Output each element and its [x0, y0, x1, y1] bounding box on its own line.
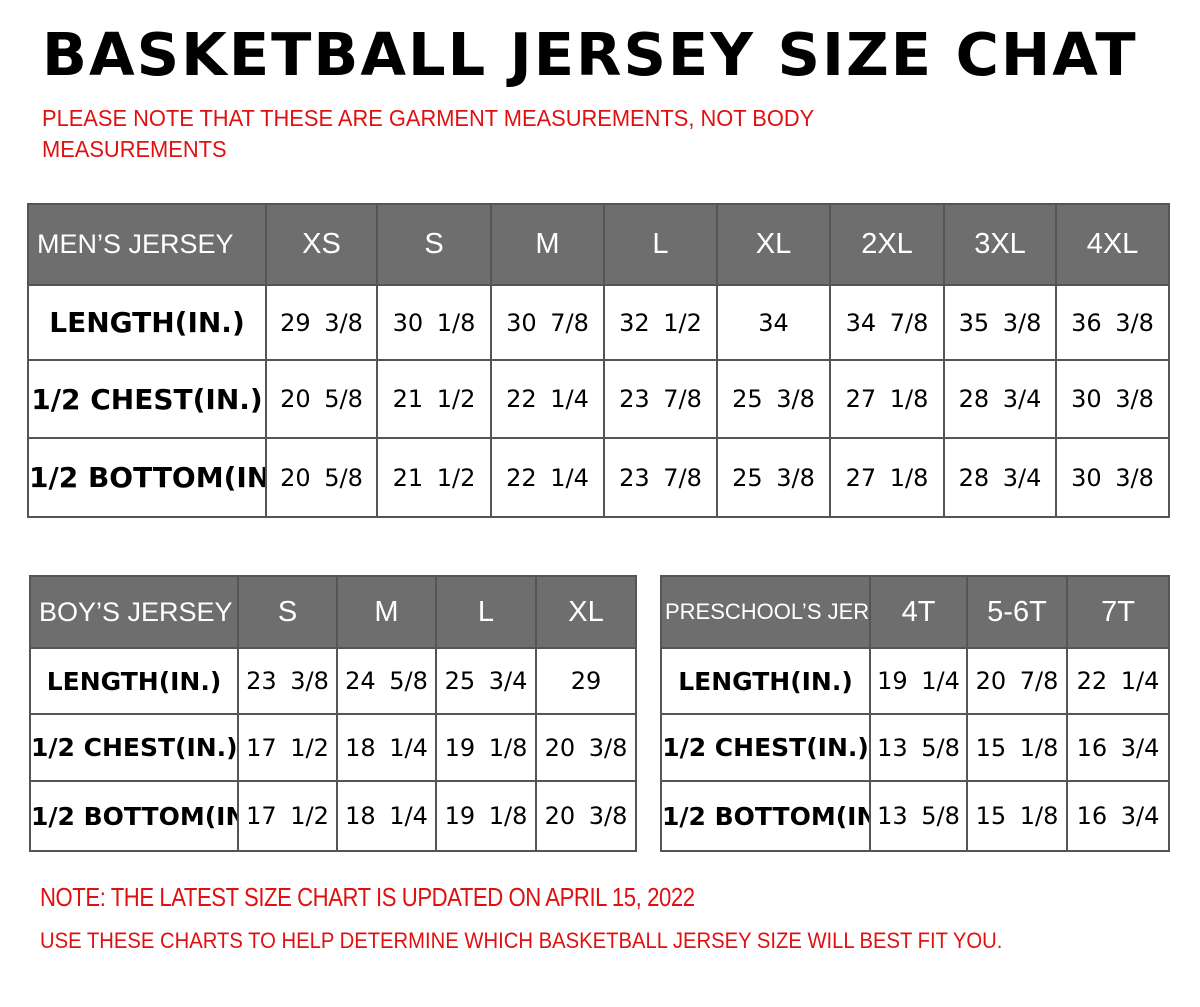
measurement-cell: 13 5/8 — [869, 713, 968, 782]
table-row: LENGTH(IN.) 23 3/8 24 5/8 25 3/4 29 — [29, 647, 637, 715]
table-row: LENGTH(IN.) 29 3/8 30 1/8 30 7/8 32 1/2 34 34 … — [27, 284, 1170, 361]
measurement-cell: 16 3/4 — [1066, 780, 1170, 852]
measurement-cell: 36 3/8 — [1055, 284, 1170, 361]
size-header: 4T — [869, 575, 968, 649]
size-header: L — [603, 203, 718, 286]
measurement-cell: 34 — [716, 284, 831, 361]
measurement-cell: 30 3/8 — [1055, 359, 1170, 439]
row-label: LENGTH(IN.) — [29, 647, 239, 715]
boys-size-table: BOY’S JERSEY S M L XL LENGTH(IN.) 23 3/8 24 5/8… — [29, 575, 637, 852]
table-row: 1/2 BOTTOM(IN.)20 5/821 1/222 1/423 7/82… — [27, 437, 1170, 518]
measurement-cell: 20 3/8 — [535, 713, 637, 782]
row-label: LENGTH(IN.) — [27, 284, 267, 361]
measurement-cell: 30 3/8 — [1055, 437, 1170, 518]
measurement-cell: 28 3/4 — [943, 437, 1057, 518]
measurement-cell: 25 3/8 — [716, 359, 831, 439]
size-header: 4XL — [1055, 203, 1170, 286]
measurement-cell: 18 1/4 — [336, 780, 437, 852]
measurement-cell: 29 — [535, 647, 637, 715]
measurement-cell: 25 3/4 — [435, 647, 537, 715]
measurement-cell: 23 3/8 — [237, 647, 338, 715]
measurement-cell: 27 1/8 — [829, 437, 945, 518]
measurement-cell: 22 1/4 — [1066, 647, 1170, 715]
row-label: 1/2 CHEST(IN.) — [27, 359, 267, 439]
header-row: BOY’S JERSEY S M L XL — [29, 575, 637, 649]
row-label: 1/2 BOTTOM(IN.) — [29, 780, 239, 852]
measurement-cell: 16 3/4 — [1066, 713, 1170, 782]
row-label: LENGTH(IN.) — [660, 647, 871, 715]
measurement-cell: 28 3/4 — [943, 359, 1057, 439]
size-header: XS — [265, 203, 378, 286]
measurement-cell: 23 7/8 — [603, 359, 718, 439]
row-label: 1/2 CHEST(IN.) — [29, 713, 239, 782]
measurement-cell: 30 1/8 — [376, 284, 492, 361]
table-row: 1/2 BOTTOM(IN.)13 5/815 1/816 3/4 — [660, 780, 1170, 852]
row-label: 1/2 BOTTOM(IN.) — [660, 780, 871, 852]
size-header: XL — [535, 575, 637, 649]
measurement-cell: 19 1/8 — [435, 713, 537, 782]
measurement-cell: 21 1/2 — [376, 437, 492, 518]
measurement-cell: 20 3/8 — [535, 780, 637, 852]
header-row: MEN’S JERSEY XS S M L XL 2XL 3XL 4XL — [27, 203, 1170, 286]
size-header: XL — [716, 203, 831, 286]
garment-note: PLEASE NOTE THAT THESE ARE GARMENT MEASU… — [42, 105, 814, 162]
update-note: NOTE: THE LATEST SIZE CHART IS UPDATED O… — [40, 882, 695, 912]
measurement-cell: 15 1/8 — [966, 780, 1068, 852]
size-header: 3XL — [943, 203, 1057, 286]
mens-size-table: MEN’S JERSEY XS S M L XL 2XL 3XL 4XL LENGTH(IN.) 2… — [27, 203, 1170, 518]
measurement-cell: 23 7/8 — [603, 437, 718, 518]
measurement-cell: 32 1/2 — [603, 284, 718, 361]
measurement-cell: 30 7/8 — [490, 284, 605, 361]
table-title: BOY’S JERSEY — [29, 575, 239, 649]
table-row: 1/2 CHEST(IN.) 17 1/2 18 1/4 19 1/8 20 3/8 — [29, 713, 637, 782]
measurement-cell: 15 1/8 — [966, 713, 1068, 782]
measurement-cell: 27 1/8 — [829, 359, 945, 439]
fit-note: USE THESE CHARTS TO HELP DETERMINE WHICH… — [40, 928, 1003, 953]
table-title: MEN’S JERSEY — [27, 203, 267, 286]
size-header: L — [435, 575, 537, 649]
measurement-cell: 13 5/8 — [869, 780, 968, 852]
table-row: LENGTH(IN.) 19 1/4 20 7/8 22 1/4 — [660, 647, 1170, 715]
size-header: 2XL — [829, 203, 945, 286]
measurement-cell: 20 7/8 — [966, 647, 1068, 715]
measurement-cell: 24 5/8 — [336, 647, 437, 715]
row-label: 1/2 BOTTOM(IN.) — [27, 437, 267, 518]
measurement-cell: 29 3/8 — [265, 284, 378, 361]
measurement-cell: 35 3/8 — [943, 284, 1057, 361]
measurement-cell: 22 1/4 — [490, 437, 605, 518]
measurement-cell: 17 1/2 — [237, 713, 338, 782]
table-title: PRESCHOOL’S JERSEY — [660, 575, 871, 649]
size-header: S — [237, 575, 338, 649]
size-header: 5-6T — [966, 575, 1068, 649]
table-row: 1/2 CHEST(IN.) 20 5/8 21 1/2 22 1/4 23 7/8 25… — [27, 359, 1170, 439]
measurement-cell: 34 7/8 — [829, 284, 945, 361]
table-row: 1/2 CHEST(IN.) 13 5/8 15 1/8 16 3/4 — [660, 713, 1170, 782]
measurement-cell: 19 1/4 — [869, 647, 968, 715]
measurement-cell: 21 1/2 — [376, 359, 492, 439]
measurement-cell: 22 1/4 — [490, 359, 605, 439]
size-header: 7T — [1066, 575, 1170, 649]
size-header: M — [490, 203, 605, 286]
page-title: BASKETBALL JERSEY SIZE CHAT — [42, 20, 1138, 89]
row-label: 1/2 CHEST(IN.) — [660, 713, 871, 782]
measurement-cell: 17 1/2 — [237, 780, 338, 852]
size-header: M — [336, 575, 437, 649]
measurement-cell: 18 1/4 — [336, 713, 437, 782]
measurement-cell: 19 1/8 — [435, 780, 537, 852]
measurement-cell: 20 5/8 — [265, 359, 378, 439]
measurement-cell: 25 3/8 — [716, 437, 831, 518]
table-row: 1/2 BOTTOM(IN.)17 1/218 1/419 1/820 3/8 — [29, 780, 637, 852]
size-header: S — [376, 203, 492, 286]
measurement-cell: 20 5/8 — [265, 437, 378, 518]
preschool-size-table: PRESCHOOL’S JERSEY4T5-6T7TLENGTH(IN.)19 … — [660, 575, 1170, 852]
